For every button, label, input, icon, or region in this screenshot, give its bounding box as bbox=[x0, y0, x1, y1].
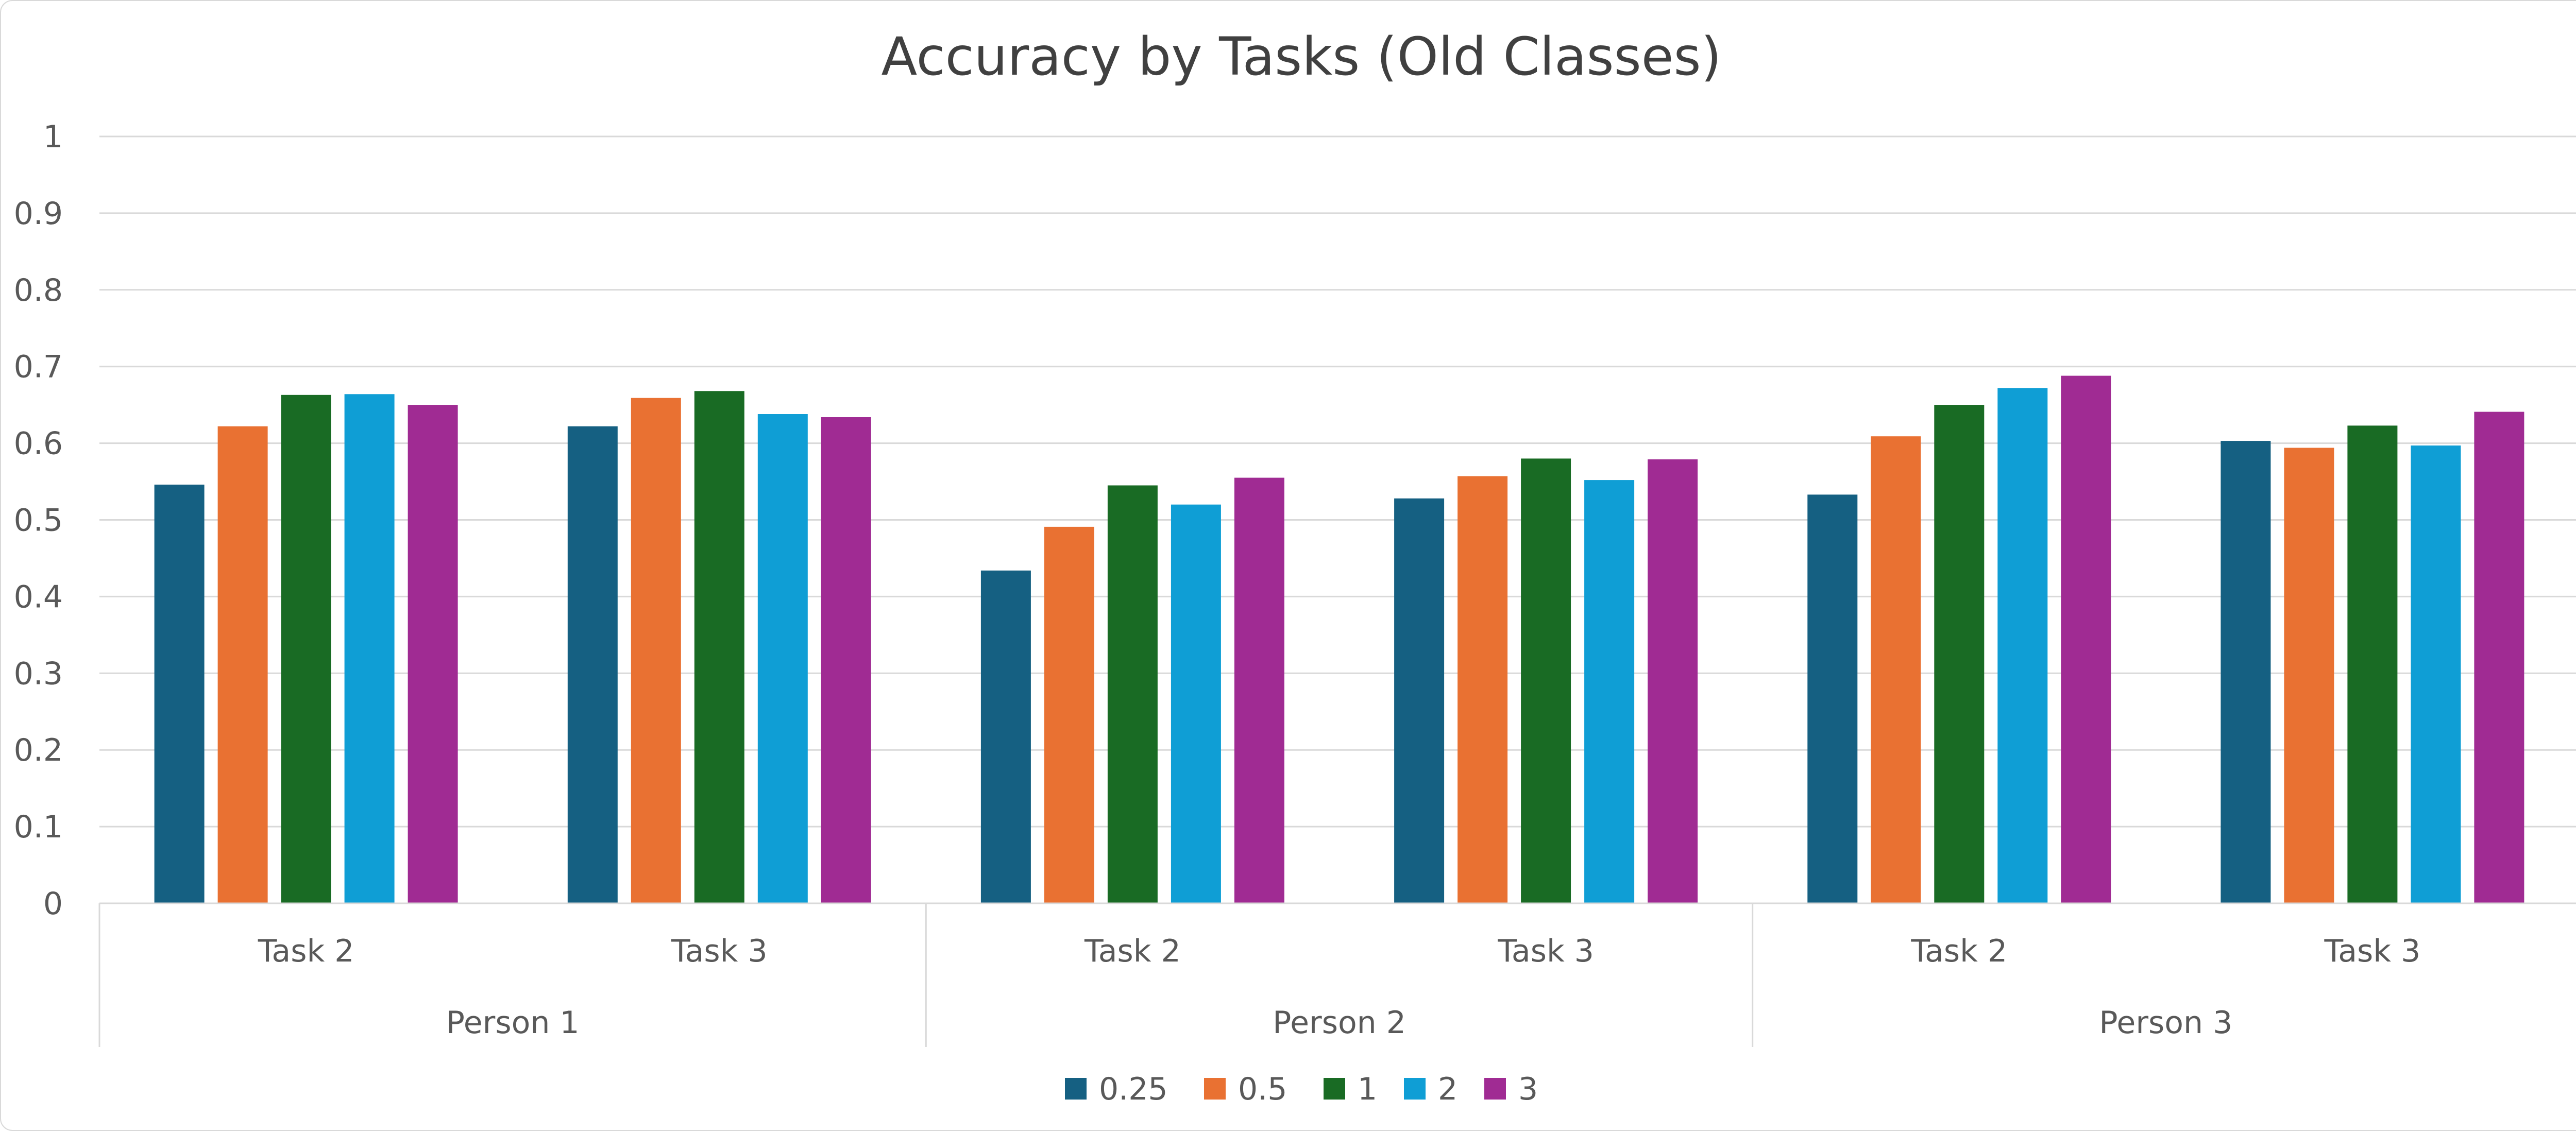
legend-swatch bbox=[1404, 1078, 1426, 1100]
bar-series-0.25-cat-1 bbox=[154, 485, 205, 903]
bar-series-1-cat-6 bbox=[2347, 425, 2398, 903]
chart-title: Accuracy by Tasks (Old Classes) bbox=[882, 26, 1722, 88]
bar-series-3-cat-2 bbox=[821, 417, 871, 903]
bar-series-1-cat-4 bbox=[1521, 458, 1571, 903]
y-tick-label: 0.4 bbox=[14, 579, 63, 615]
category-labels: Task 2 Task 3 Task 2 Task 3 Task 2 Task 3 Pers… bbox=[258, 933, 2421, 1041]
legend: 0.25 0.5 1 2 3 bbox=[1065, 1071, 1538, 1107]
bar-series-2-cat-6 bbox=[2411, 445, 2461, 903]
bar-series-2-cat-2 bbox=[757, 414, 808, 903]
legend-item-0.25: 0.25 bbox=[1065, 1071, 1168, 1107]
bar-series-0.5-cat-5 bbox=[1871, 436, 1921, 903]
legend-swatch bbox=[1324, 1078, 1345, 1100]
y-tick-label: 0.1 bbox=[14, 809, 63, 845]
x-category-label: Task 2 bbox=[258, 933, 354, 969]
y-tick-label: 0.6 bbox=[14, 426, 63, 462]
legend-item-0.5: 0.5 bbox=[1204, 1071, 1287, 1107]
bar-series-0.5-cat-1 bbox=[217, 426, 268, 903]
legend-label: 0.5 bbox=[1238, 1071, 1287, 1107]
bar-series-0.25-cat-3 bbox=[980, 570, 1031, 903]
bar-series-2-cat-3 bbox=[1171, 504, 1221, 903]
x-category-label: Task 3 bbox=[2324, 933, 2421, 969]
legend-swatch bbox=[1484, 1078, 1506, 1100]
x-axis bbox=[98, 902, 2576, 1047]
y-tick-label: 0.2 bbox=[14, 732, 63, 768]
x-category-label: Task 3 bbox=[1497, 933, 1594, 969]
y-tick-label: 0 bbox=[43, 886, 63, 922]
bar-series-1-cat-5 bbox=[1934, 405, 1985, 903]
y-tick-label: 0.3 bbox=[14, 656, 63, 692]
legend-item-3: 3 bbox=[1484, 1071, 1538, 1107]
legend-label: 2 bbox=[1438, 1071, 1458, 1107]
x-group-label: Person 3 bbox=[2099, 1005, 2232, 1041]
bar-series-1-cat-1 bbox=[281, 394, 331, 903]
bar-series-3-cat-6 bbox=[2474, 411, 2524, 903]
bar-series-0.5-cat-2 bbox=[631, 398, 681, 903]
bar-series-2-cat-5 bbox=[1997, 388, 2048, 903]
bar-series-1-cat-2 bbox=[694, 391, 744, 903]
x-group-label: Person 2 bbox=[1273, 1005, 1406, 1041]
legend-item-2: 2 bbox=[1404, 1071, 1458, 1107]
y-tick-label: 0.7 bbox=[14, 349, 63, 385]
y-axis-tick-labels: 0 0.1 0.2 0.3 0.4 0.5 0.6 0.7 0.8 0.9 1 bbox=[14, 119, 63, 922]
bar-series-2-cat-4 bbox=[1584, 480, 1635, 903]
legend-item-1: 1 bbox=[1324, 1071, 1377, 1107]
bar-series-3-cat-3 bbox=[1234, 477, 1284, 903]
bar-series-0.5-cat-4 bbox=[1458, 476, 1508, 903]
bar-series-0.25-cat-5 bbox=[1807, 494, 1858, 903]
bar-series-3-cat-1 bbox=[408, 405, 458, 903]
y-tick-label: 1 bbox=[43, 119, 63, 155]
bar-series-0.25-cat-6 bbox=[2221, 441, 2271, 903]
bar-series-0.25-cat-2 bbox=[567, 426, 618, 903]
bar-series-0.5-cat-3 bbox=[1044, 526, 1094, 903]
bar-series-0.5-cat-6 bbox=[2284, 448, 2334, 903]
legend-swatch bbox=[1065, 1078, 1087, 1100]
bar-series-1-cat-3 bbox=[1107, 485, 1158, 903]
bar-series-3-cat-4 bbox=[1648, 459, 1698, 903]
x-group-label: Person 1 bbox=[446, 1005, 580, 1041]
legend-label: 1 bbox=[1358, 1071, 1377, 1107]
bars bbox=[154, 375, 2524, 903]
bar-series-0.25-cat-4 bbox=[1394, 498, 1445, 903]
x-category-label: Task 2 bbox=[1910, 933, 2007, 969]
y-tick-label: 0.8 bbox=[14, 272, 63, 308]
x-category-label: Task 3 bbox=[671, 933, 768, 969]
grid-lines bbox=[99, 135, 2576, 828]
legend-swatch bbox=[1204, 1078, 1226, 1100]
y-tick-label: 0.5 bbox=[14, 503, 63, 539]
x-category-label: Task 2 bbox=[1084, 933, 1181, 969]
legend-label: 0.25 bbox=[1099, 1071, 1168, 1107]
legend-label: 3 bbox=[1518, 1071, 1538, 1107]
bar-series-2-cat-1 bbox=[344, 394, 395, 903]
bar-series-3-cat-5 bbox=[2061, 375, 2111, 903]
y-tick-label: 0.9 bbox=[14, 196, 63, 232]
